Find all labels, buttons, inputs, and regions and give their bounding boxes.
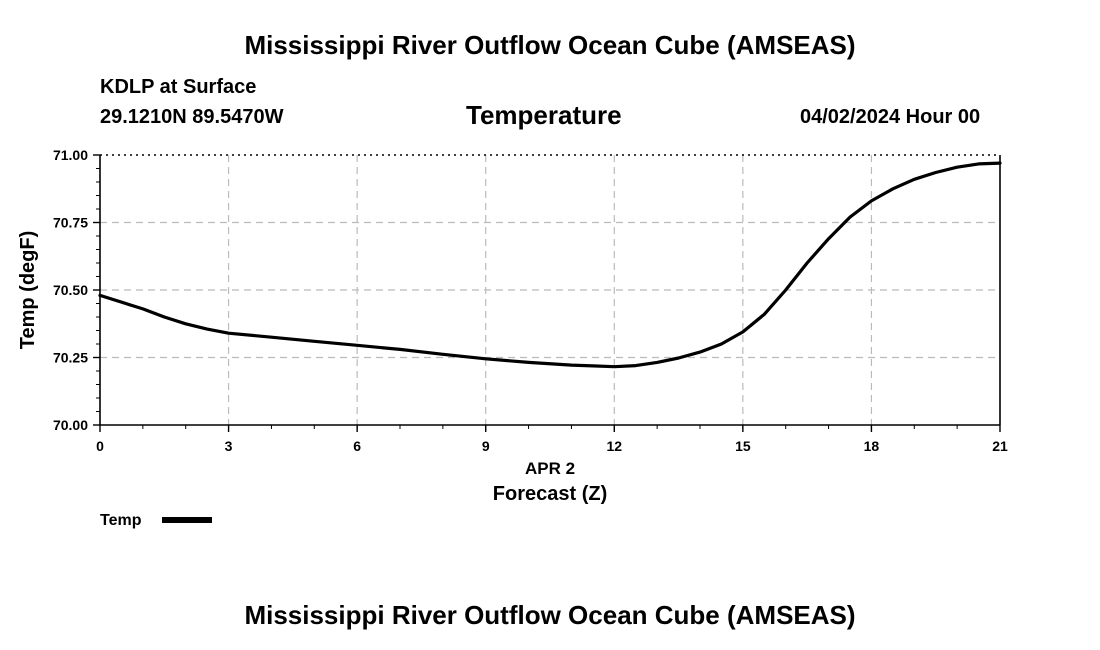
y-tick-label: 70.00	[53, 417, 88, 433]
x-tick-label: 15	[735, 438, 751, 454]
y-tick-label: 70.50	[53, 282, 88, 298]
x-tick-label: 12	[606, 438, 622, 454]
x-tick-label: 6	[353, 438, 361, 454]
y-axis-label: Temp (degF)	[17, 231, 39, 350]
series-line-temp	[98, 161, 1002, 369]
x-tick-label: 18	[864, 438, 880, 454]
y-tick-label: 71.00	[53, 147, 88, 163]
chart-title-bottom: Mississippi River Outflow Ocean Cube (AM…	[244, 600, 856, 630]
chart-title-top: Mississippi River Outflow Ocean Cube (AM…	[244, 30, 856, 60]
x-tick-label: 9	[482, 438, 490, 454]
x-tick-label: 21	[992, 438, 1008, 454]
y-tick-label: 70.25	[53, 350, 88, 366]
station-label: KDLP at Surface	[100, 76, 257, 98]
x-axis-sublabel: APR 2	[525, 459, 575, 478]
station-coordinates: 29.1210N 89.5470W	[100, 106, 284, 128]
legend-swatch-temp	[162, 517, 212, 523]
variable-title: Temperature	[466, 100, 622, 130]
x-tick-label: 0	[96, 438, 104, 454]
forecast-datetime: 04/02/2024 Hour 00	[800, 106, 981, 128]
x-axis-label: Forecast (Z)	[493, 483, 607, 505]
legend-label-temp: Temp	[100, 512, 142, 529]
x-tick-label: 3	[225, 438, 233, 454]
y-tick-label: 70.75	[53, 215, 88, 231]
